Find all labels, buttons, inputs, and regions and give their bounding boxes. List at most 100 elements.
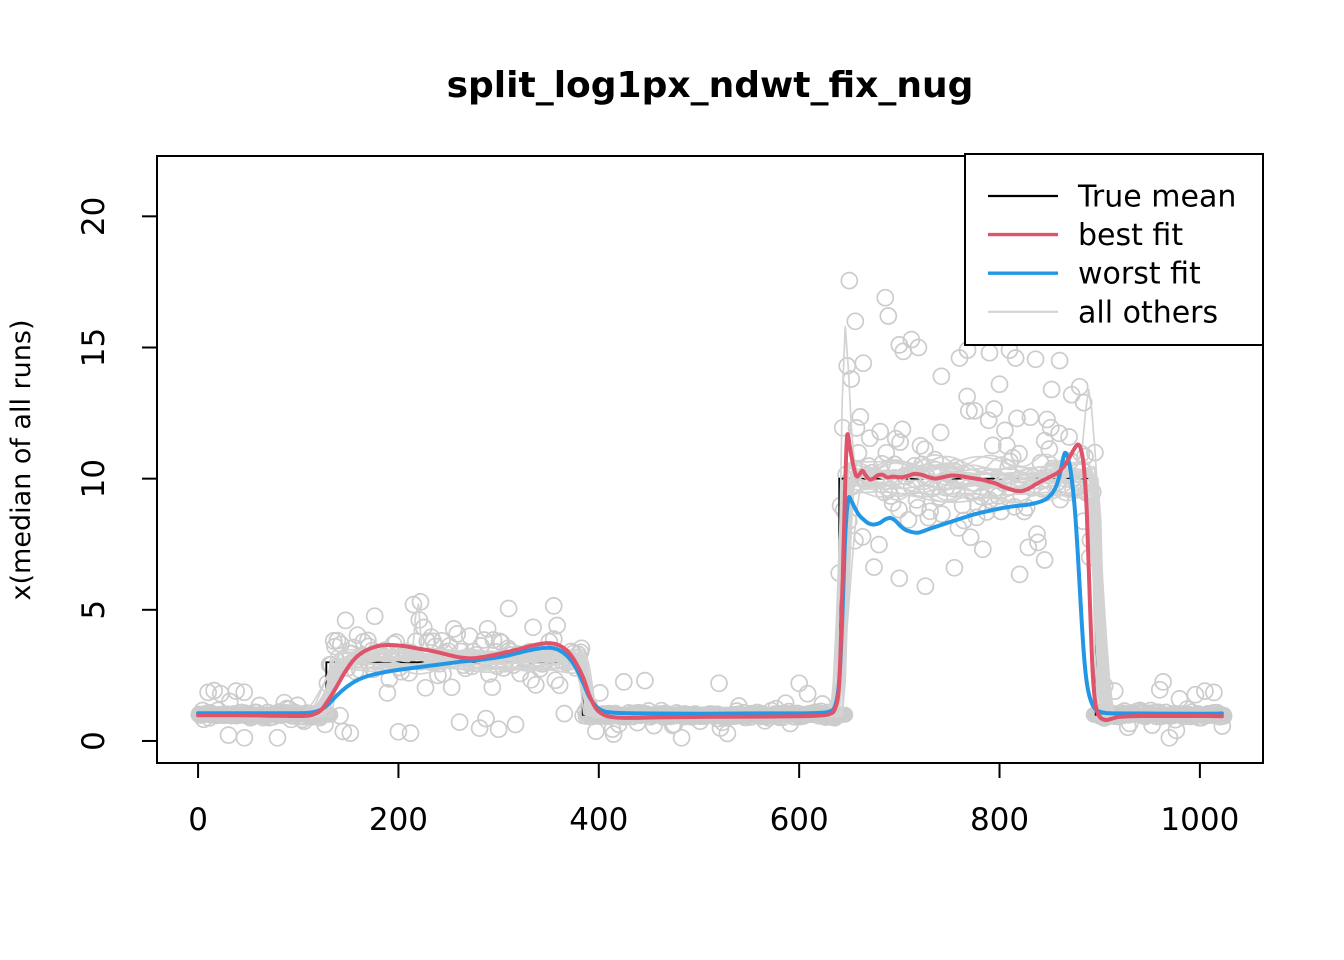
scatter-point <box>389 722 408 741</box>
scatter-point <box>636 671 654 690</box>
legend-label: worst fit <box>1078 257 1201 292</box>
scatter-point <box>614 673 633 691</box>
scatter-point <box>876 288 895 307</box>
scatter-point <box>235 728 254 747</box>
x-axis-tick-label: 0 <box>188 802 208 838</box>
scatter-point <box>1008 409 1026 428</box>
scatter-point <box>499 599 518 618</box>
x-axis-tick-label: 200 <box>369 802 428 838</box>
scatter-point <box>316 715 334 734</box>
scatter-point <box>450 713 469 731</box>
scatter-point <box>932 505 951 523</box>
scatter-point <box>865 558 883 576</box>
scatter-point <box>1010 565 1029 584</box>
scatter-point <box>854 354 873 373</box>
scatter-point <box>1154 673 1172 691</box>
scatter-point <box>483 678 502 697</box>
scatter-point <box>1050 351 1069 370</box>
scatter-point <box>983 436 1002 455</box>
scatter-point <box>489 720 508 739</box>
scatter-point <box>959 402 978 420</box>
scatter-point <box>1060 428 1078 446</box>
scatter-point <box>710 674 728 693</box>
scatter-point <box>475 631 493 649</box>
scatter-point <box>980 343 999 362</box>
scatter-point <box>550 676 569 695</box>
scatter-point <box>336 611 355 630</box>
scatter-point <box>235 683 254 702</box>
scatter-point <box>227 682 245 700</box>
best-fit-line <box>196 432 1224 723</box>
scatter-point <box>1040 440 1059 458</box>
scatter-point <box>524 618 542 637</box>
scatter-point <box>718 724 737 743</box>
y-axis-tick-label: 20 <box>76 197 112 236</box>
scatter-point <box>851 408 870 426</box>
scatter-point <box>544 597 563 615</box>
x-axis-tick-label: 800 <box>970 802 1029 838</box>
scatter-point <box>416 678 435 697</box>
scatter-point <box>893 420 912 439</box>
scatter-point <box>840 271 859 290</box>
scatter-point <box>506 715 525 734</box>
scatter-point <box>448 625 467 643</box>
scatter-point <box>919 508 938 527</box>
scatter-point <box>1205 683 1223 702</box>
scatter-point <box>1170 690 1189 708</box>
scatter-point <box>1028 525 1046 543</box>
scatter-point <box>401 724 420 742</box>
scatter-point <box>555 704 574 723</box>
scatter-point <box>1026 350 1045 369</box>
x-axis-tick-label: 400 <box>569 802 628 838</box>
legend-label: all others <box>1078 295 1218 330</box>
scatter-point <box>1186 685 1205 704</box>
scatter-point <box>1010 444 1028 463</box>
scatter-point <box>1074 393 1093 412</box>
scatter-point <box>378 684 397 702</box>
scatter-point <box>341 724 360 742</box>
scatter-point <box>973 540 992 559</box>
scatter-point <box>587 722 605 741</box>
x-axis-tick-label: 600 <box>770 802 829 838</box>
legend-frame <box>964 153 1264 346</box>
scatter-point <box>328 631 347 650</box>
scatter-point <box>548 616 566 635</box>
scatter-point <box>871 422 890 441</box>
scatter-point <box>891 433 909 451</box>
scatter-point <box>478 619 497 638</box>
scatter-point <box>526 676 545 694</box>
scatter-point <box>979 411 998 430</box>
scatter-point <box>604 725 623 743</box>
scatter-point <box>365 607 384 626</box>
scatter-point <box>220 692 239 711</box>
scatter-point <box>484 631 503 649</box>
scatter-point <box>790 674 809 693</box>
scatter-point <box>985 400 1003 418</box>
scatter-point <box>870 535 888 554</box>
scatter-point <box>911 436 930 455</box>
scatter-point <box>1021 408 1040 427</box>
scatter-point <box>921 502 939 521</box>
scatter-point <box>1019 538 1038 557</box>
best-fit-line-layer <box>196 432 1224 723</box>
x-axis-tick-label: 1000 <box>1160 802 1239 838</box>
scatter-point <box>348 626 367 645</box>
scatter-point <box>672 728 691 747</box>
scatter-point <box>1038 410 1056 429</box>
axis-ticks-layer: 0 200 400 600 800 1000 0 5 10 15 20 <box>76 197 1239 838</box>
scatter-point <box>546 671 565 690</box>
y-axis-tick-label: 15 <box>76 328 112 367</box>
scatter-point <box>1050 424 1069 443</box>
scatter-point <box>268 728 287 747</box>
scatter-point <box>932 367 951 386</box>
plot-box <box>156 155 1264 764</box>
scatter-point <box>1006 349 1025 367</box>
scatter-point <box>1150 680 1169 699</box>
scatter-point <box>219 726 238 744</box>
scatter-point <box>1196 682 1214 700</box>
scatter-point <box>444 620 463 638</box>
scatter-point <box>965 401 984 420</box>
scatter-point <box>990 375 1009 394</box>
